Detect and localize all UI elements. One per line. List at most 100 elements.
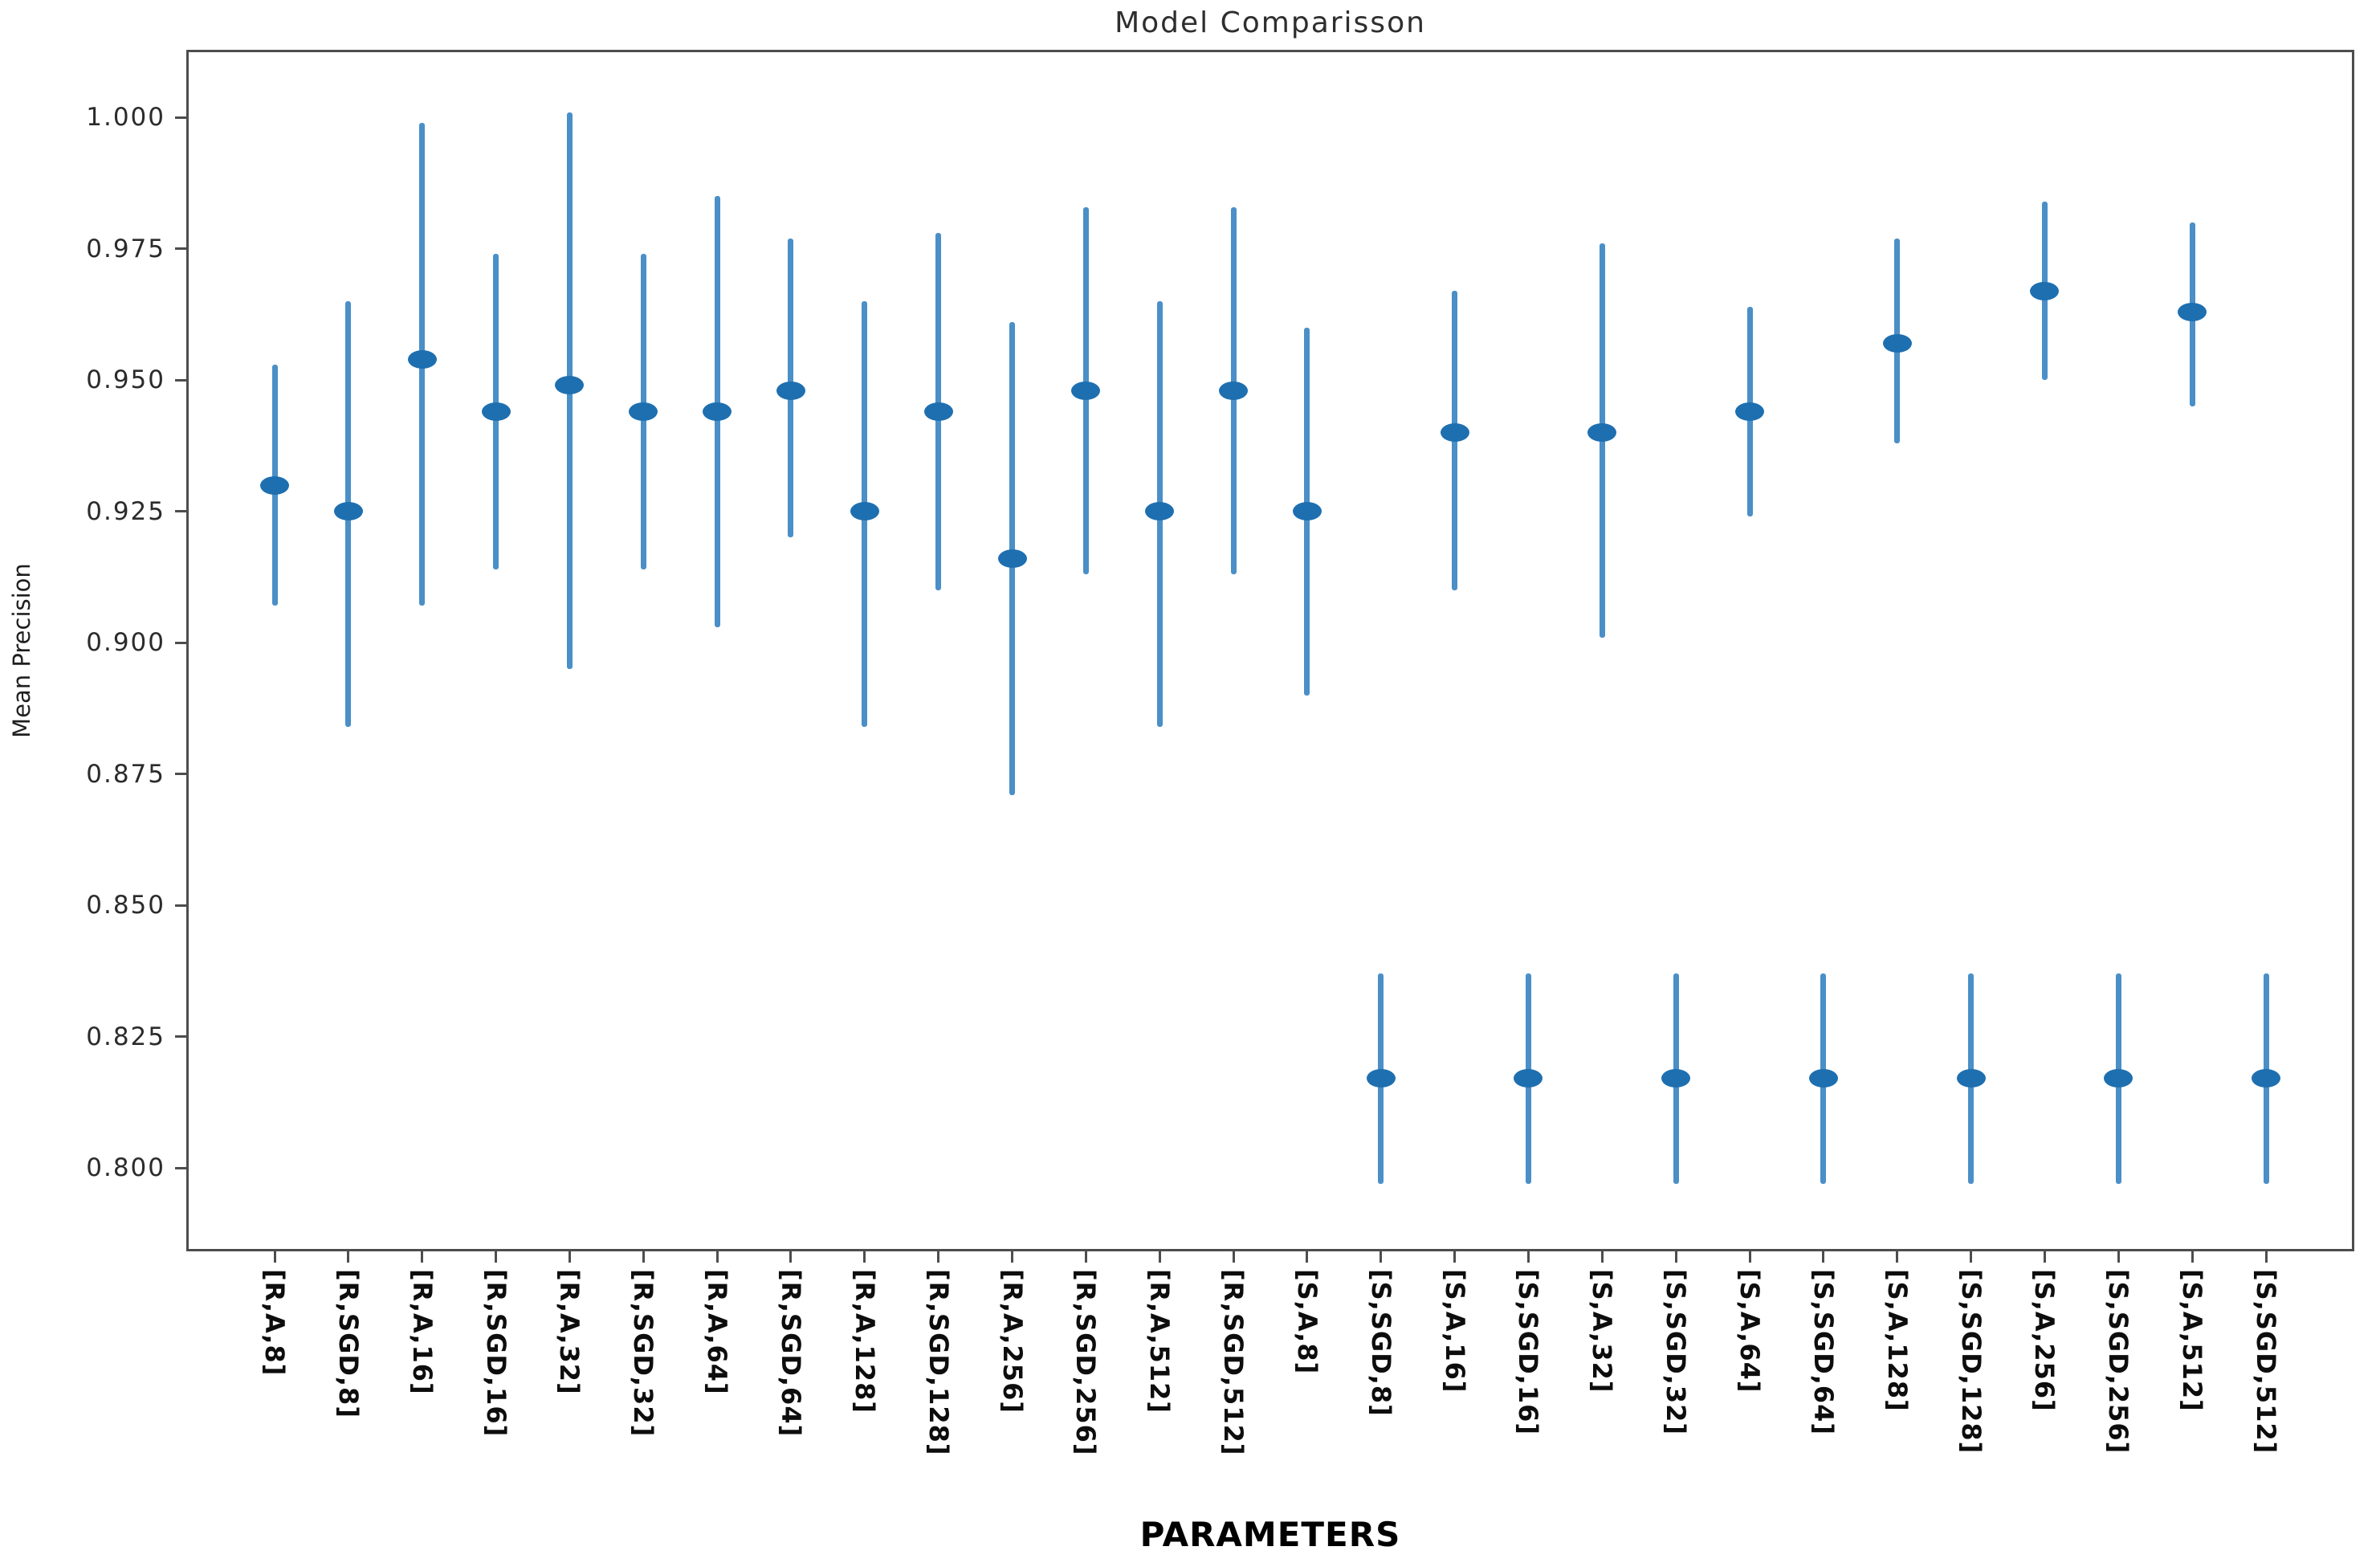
mean-marker bbox=[1292, 502, 1322, 521]
y-tick-mark bbox=[175, 510, 186, 513]
x-tick-label: [R,SGD,512] bbox=[1218, 1269, 1249, 1456]
x-tick-mark bbox=[1011, 1251, 1014, 1263]
mean-marker bbox=[1587, 423, 1617, 443]
x-tick-label: [S,SGD,16] bbox=[1513, 1269, 1544, 1436]
x-tick-label: [R,A,8] bbox=[259, 1269, 290, 1377]
x-tick-mark bbox=[1380, 1251, 1383, 1263]
y-tick-mark bbox=[175, 116, 186, 119]
x-tick-label: [S,SGD,64] bbox=[1807, 1269, 1839, 1436]
mean-marker bbox=[1219, 381, 1249, 400]
mean-marker bbox=[407, 349, 437, 369]
x-tick-mark bbox=[1526, 1251, 1530, 1263]
x-tick-label: [R,A,16] bbox=[406, 1269, 438, 1395]
y-tick-mark bbox=[175, 904, 186, 907]
x-tick-label: [R,A,32] bbox=[554, 1269, 585, 1395]
mean-marker bbox=[2178, 302, 2207, 321]
x-tick-label: [R,SGD,128] bbox=[923, 1269, 954, 1456]
x-tick-label: [S,A,64] bbox=[1734, 1269, 1766, 1394]
x-tick-mark bbox=[1748, 1251, 1751, 1263]
x-tick-label: [S,SGD,128] bbox=[1955, 1269, 1987, 1455]
mean-marker bbox=[703, 402, 732, 421]
mean-marker bbox=[776, 381, 805, 400]
y-tick-mark bbox=[175, 1035, 186, 1039]
mean-marker bbox=[1956, 1069, 1986, 1088]
x-tick-label: [R,SGD,32] bbox=[628, 1269, 659, 1438]
x-tick-mark bbox=[421, 1251, 424, 1263]
x-tick-mark bbox=[1896, 1251, 1899, 1263]
x-tick-mark bbox=[1453, 1251, 1457, 1263]
x-tick-mark bbox=[273, 1251, 276, 1263]
y-tick-mark bbox=[175, 641, 186, 644]
x-tick-label: [S,A,512] bbox=[2177, 1269, 2208, 1412]
x-tick-mark bbox=[1600, 1251, 1604, 1263]
x-tick-mark bbox=[715, 1251, 719, 1263]
x-tick-mark bbox=[1306, 1251, 1309, 1263]
mean-marker bbox=[1808, 1069, 1838, 1088]
chart-title: Model Comparisson bbox=[1115, 6, 1426, 39]
y-tick-mark bbox=[175, 1166, 186, 1169]
mean-marker bbox=[2252, 1069, 2280, 1088]
x-tick-mark bbox=[1232, 1251, 1235, 1263]
x-tick-mark bbox=[2264, 1251, 2268, 1263]
y-tick-label: 0.875 bbox=[86, 759, 165, 789]
y-tick-mark bbox=[175, 247, 186, 251]
mean-marker bbox=[260, 475, 289, 495]
x-tick-label: [R,SGD,256] bbox=[1070, 1269, 1102, 1456]
x-tick-mark bbox=[789, 1251, 793, 1263]
x-tick-label: [S,A,8] bbox=[1291, 1269, 1322, 1375]
mean-marker bbox=[481, 402, 511, 421]
mean-marker bbox=[1882, 334, 1912, 353]
mean-marker bbox=[555, 376, 585, 395]
mean-marker bbox=[1366, 1069, 1396, 1088]
y-tick-mark bbox=[175, 378, 186, 382]
y-tick-label: 0.975 bbox=[86, 234, 165, 263]
x-tick-mark bbox=[937, 1251, 940, 1263]
x-tick-label: [S,SGD,32] bbox=[1661, 1269, 1692, 1436]
x-tick-mark bbox=[2043, 1251, 2046, 1263]
mean-marker bbox=[1071, 381, 1101, 400]
x-tick-mark bbox=[495, 1251, 498, 1263]
x-tick-mark bbox=[1970, 1251, 1973, 1263]
x-tick-label: [S,SGD,512] bbox=[2251, 1269, 2281, 1455]
x-tick-mark bbox=[2117, 1251, 2120, 1263]
x-axis-label: PARAMETERS bbox=[1139, 1515, 1401, 1554]
x-tick-label: [S,SGD,256] bbox=[2103, 1269, 2134, 1455]
mean-marker bbox=[923, 402, 953, 421]
x-tick-mark bbox=[1822, 1251, 1825, 1263]
mean-marker bbox=[850, 502, 879, 521]
mean-marker bbox=[1514, 1069, 1543, 1088]
x-tick-label: [R,A,512] bbox=[1144, 1269, 1176, 1414]
y-tick-label: 0.950 bbox=[86, 365, 165, 395]
x-tick-label: [R,A,256] bbox=[996, 1269, 1028, 1414]
x-tick-label: [R,A,64] bbox=[702, 1269, 733, 1395]
x-tick-mark bbox=[2190, 1251, 2194, 1263]
mean-marker bbox=[1145, 502, 1175, 521]
x-tick-mark bbox=[1084, 1251, 1087, 1263]
y-tick-mark bbox=[175, 773, 186, 776]
x-tick-label: [R,A,128] bbox=[849, 1269, 880, 1414]
y-axis-label: Mean Precision bbox=[8, 563, 35, 738]
x-tick-label: [S,A,256] bbox=[2029, 1269, 2060, 1412]
mean-marker bbox=[997, 549, 1027, 569]
x-tick-mark bbox=[347, 1251, 350, 1263]
x-tick-label: [R,SGD,8] bbox=[332, 1269, 364, 1418]
x-tick-label: [R,SGD,64] bbox=[775, 1269, 806, 1438]
y-tick-label: 0.925 bbox=[86, 496, 165, 526]
mean-marker bbox=[2030, 281, 2060, 300]
y-tick-label: 0.850 bbox=[86, 891, 165, 920]
x-tick-label: [S,SGD,8] bbox=[1365, 1269, 1396, 1417]
mean-marker bbox=[629, 402, 658, 421]
y-tick-label: 0.900 bbox=[86, 628, 165, 658]
plot-area bbox=[186, 50, 2354, 1251]
x-tick-mark bbox=[863, 1251, 866, 1263]
x-tick-label: [S,A,128] bbox=[1881, 1269, 1913, 1412]
y-tick-label: 1.000 bbox=[86, 103, 165, 133]
x-tick-mark bbox=[1158, 1251, 1161, 1263]
x-tick-label: [R,SGD,16] bbox=[480, 1269, 511, 1438]
mean-marker bbox=[2104, 1069, 2133, 1088]
mean-marker bbox=[333, 502, 363, 521]
x-tick-mark bbox=[1674, 1251, 1677, 1263]
y-tick-label: 0.800 bbox=[86, 1153, 165, 1183]
x-tick-mark bbox=[642, 1251, 645, 1263]
